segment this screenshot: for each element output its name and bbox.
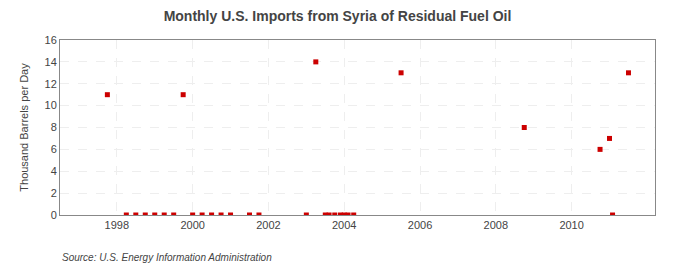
svg-text:6: 6 xyxy=(51,143,57,155)
svg-text:2006: 2006 xyxy=(408,219,432,231)
svg-text:1998: 1998 xyxy=(105,219,129,231)
svg-text:2008: 2008 xyxy=(484,219,508,231)
svg-text:2002: 2002 xyxy=(256,219,280,231)
svg-text:2: 2 xyxy=(51,187,57,199)
svg-text:2010: 2010 xyxy=(559,219,583,231)
svg-text:2000: 2000 xyxy=(180,219,204,231)
svg-text:14: 14 xyxy=(45,56,57,68)
svg-text:0: 0 xyxy=(51,209,57,221)
svg-text:4: 4 xyxy=(51,165,57,177)
svg-text:Thousand Barrels per Day: Thousand Barrels per Day xyxy=(18,63,30,192)
svg-text:2004: 2004 xyxy=(332,219,356,231)
svg-text:8: 8 xyxy=(51,121,57,133)
svg-text:10: 10 xyxy=(45,99,57,111)
svg-text:16: 16 xyxy=(45,34,57,46)
svg-text:Source: U.S. Energy Informatio: Source: U.S. Energy Information Administ… xyxy=(62,252,272,263)
svg-text:12: 12 xyxy=(45,78,57,90)
svg-text:Monthly U.S. Imports from Syri: Monthly U.S. Imports from Syria of Resid… xyxy=(164,8,512,24)
